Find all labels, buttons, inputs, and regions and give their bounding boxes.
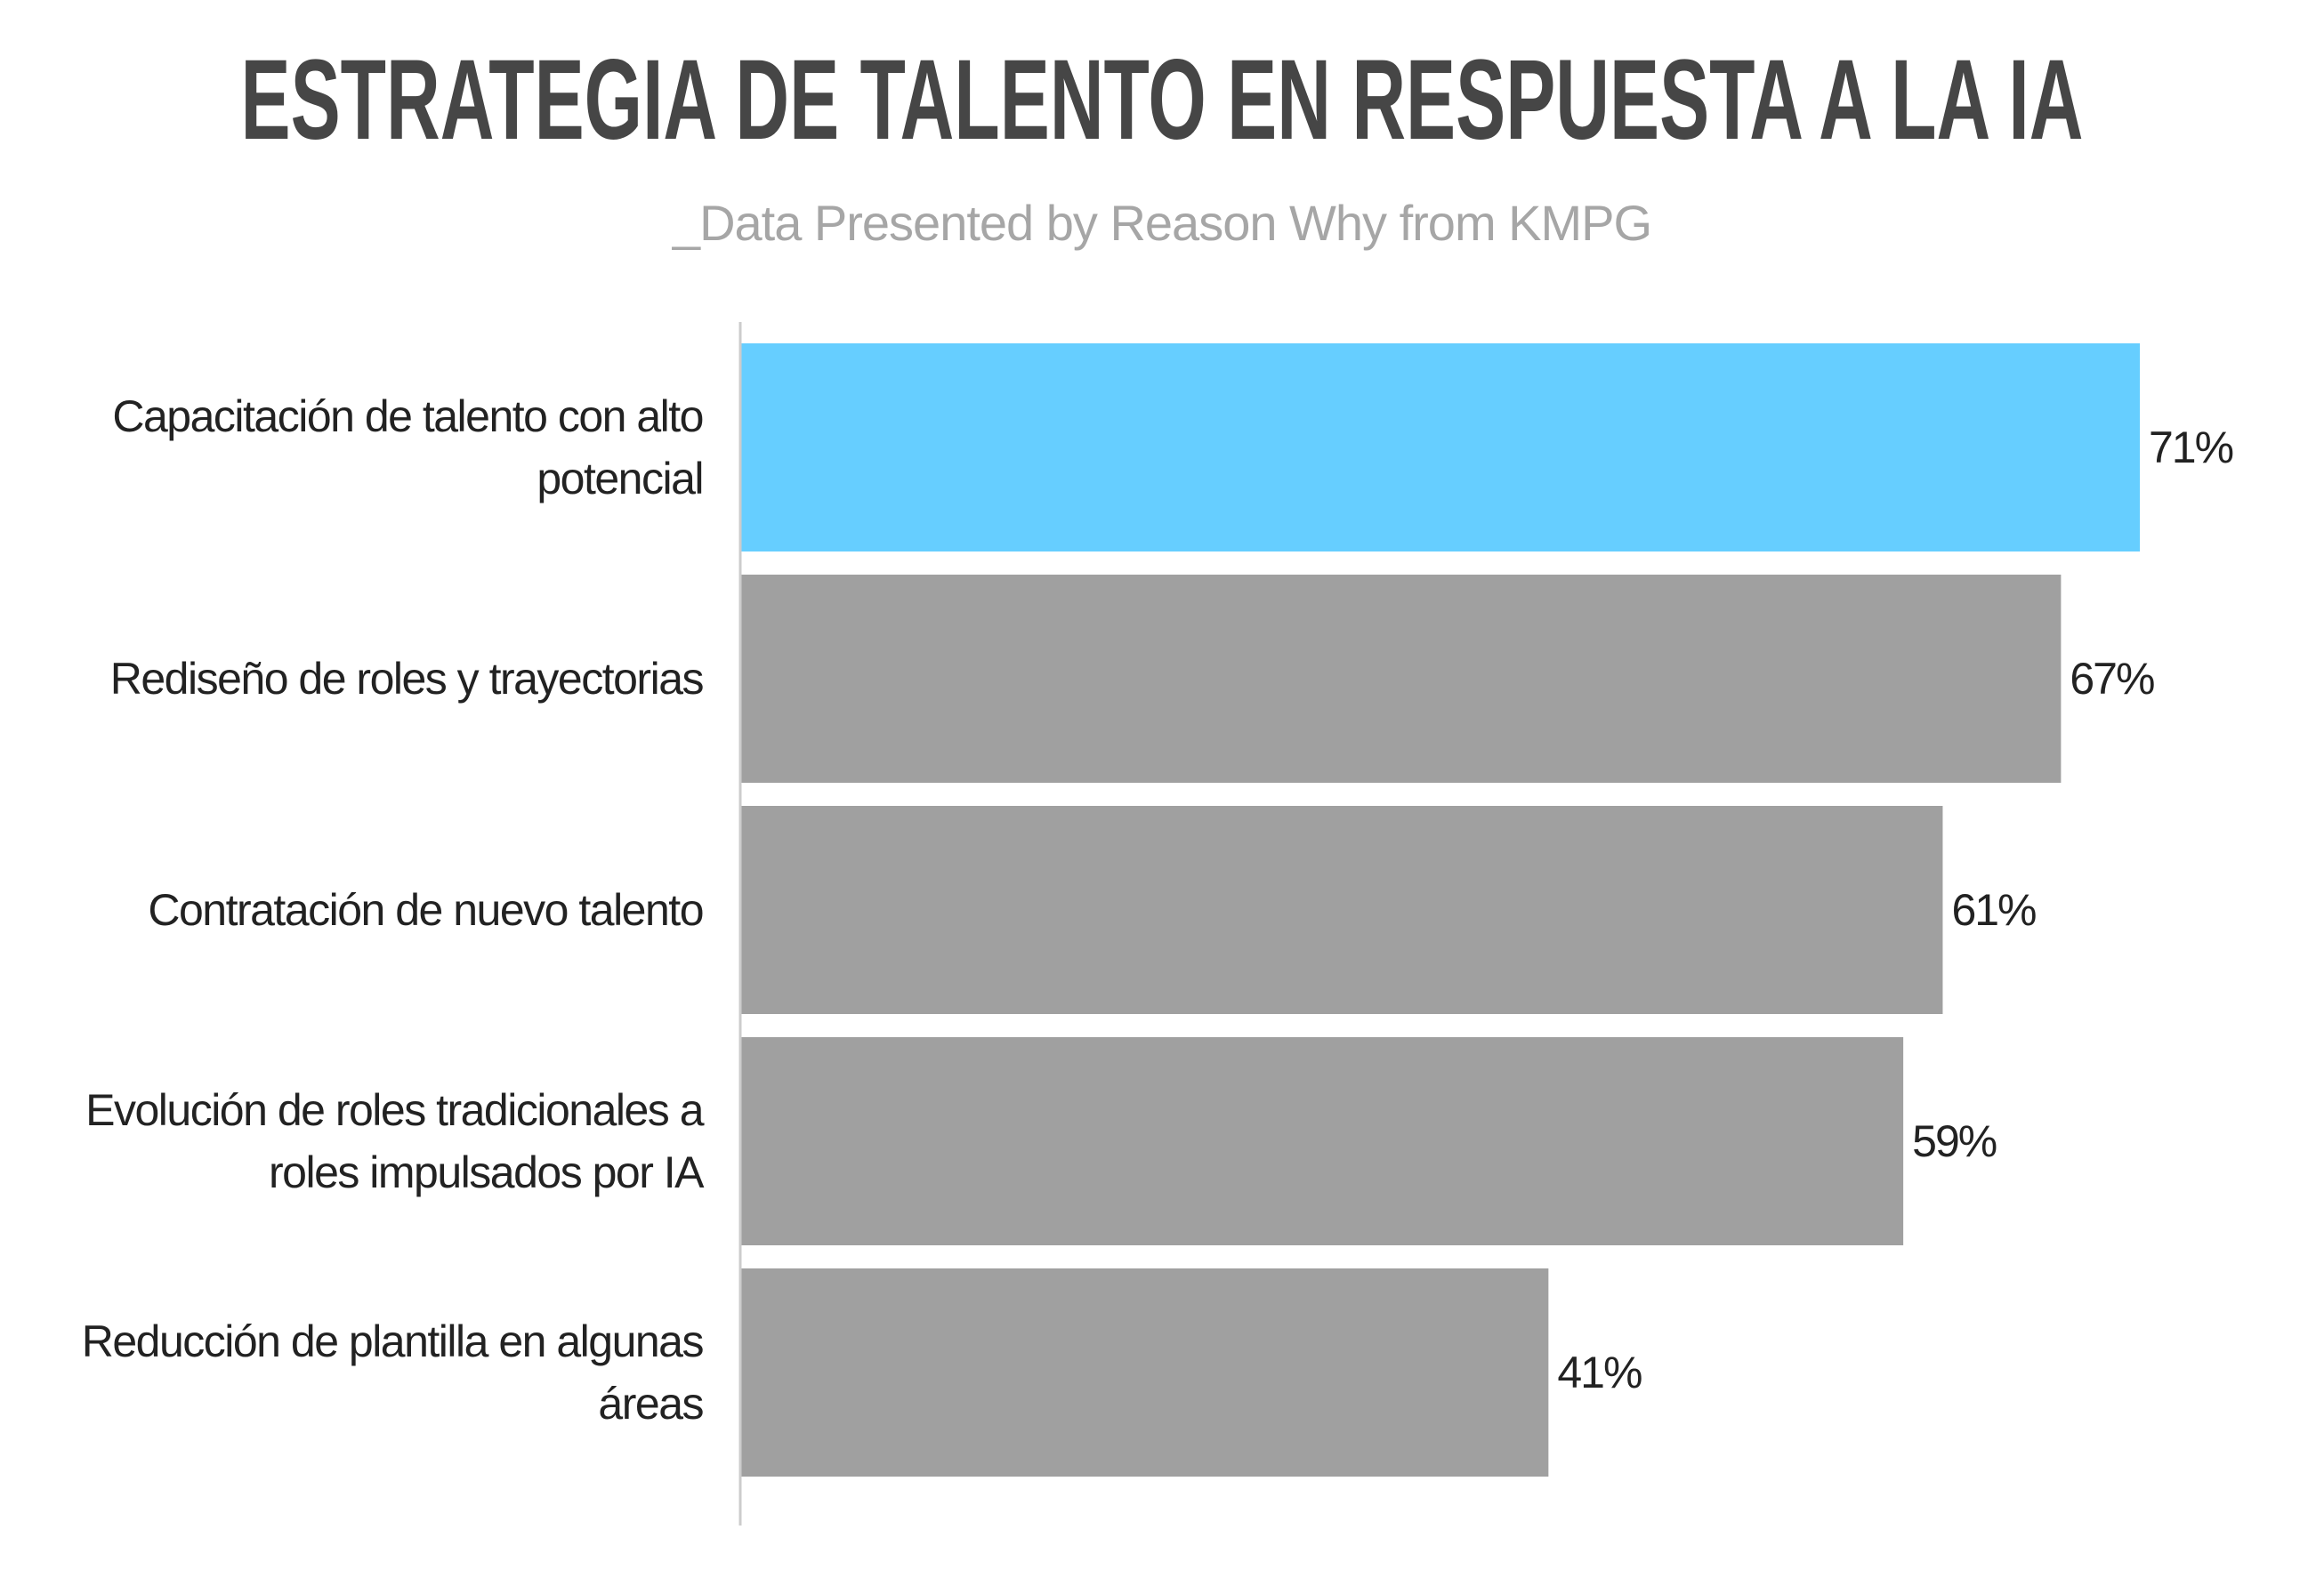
- category-label: Evolución de roles tradicionales a: [85, 1085, 705, 1135]
- value-label: 67%: [2070, 654, 2154, 704]
- bar: [740, 806, 1943, 1014]
- category-label: Rediseño de roles y trayectorias: [110, 654, 704, 704]
- value-label: 71%: [2149, 423, 2233, 472]
- category-label: roles impulsados por IA: [269, 1147, 705, 1197]
- value-label: 61%: [1951, 885, 2036, 935]
- bar: [740, 343, 2140, 551]
- bar: [740, 575, 2062, 783]
- bar: [740, 1268, 1549, 1477]
- category-label: Contratación de nuevo talento: [148, 885, 703, 935]
- value-label: 59%: [1912, 1116, 1997, 1166]
- category-label: áreas: [598, 1379, 703, 1429]
- category-label: Capacitación de talento con alto: [112, 391, 703, 441]
- value-label: 41%: [1557, 1348, 1642, 1397]
- chart-subtitle: _Data Presented by Reason Why from KMPG: [672, 195, 1652, 251]
- category-label: Reducción de plantilla en algunas: [82, 1316, 704, 1366]
- chart-title: ESTRATEGIA DE TALENTO EN RESPUESTA A LA …: [241, 36, 2084, 164]
- bar: [740, 1037, 1904, 1245]
- category-label: potencial: [537, 454, 703, 503]
